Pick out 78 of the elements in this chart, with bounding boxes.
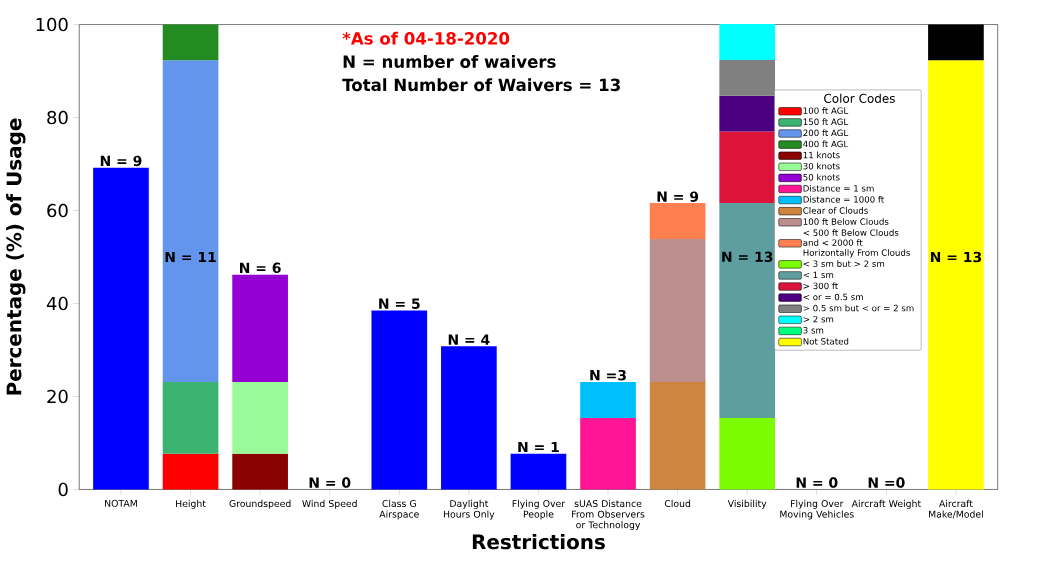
annotation: *As of 04-18-2020 (342, 31, 510, 45)
annotation: N = 4 (448, 334, 490, 345)
x-tick-label: NOTAM (105, 499, 137, 507)
x-tick-label: Aircraft Make/Model (929, 499, 983, 519)
bar (719, 131, 776, 204)
bar (580, 382, 636, 418)
legend-label: 150 ft AGL (803, 118, 849, 125)
x-axis-title: Restrictions (472, 533, 605, 550)
annotation: N = 13 (930, 251, 982, 263)
annotation: N = 1 (518, 441, 559, 453)
x-tick-label: Cloud (664, 499, 691, 507)
x-tick-label: sUAS Distance From Observers or Technology (572, 499, 645, 531)
bar (510, 453, 567, 490)
legend-label: < 500 ft Below Clouds and < 2000 ft Horizontally From Clouds (803, 229, 910, 258)
x-tick-label: Visibility (727, 499, 767, 509)
y-tick-label: 40 (46, 296, 68, 311)
y-tick-label: 100 (36, 17, 68, 32)
bar (580, 417, 636, 490)
legend-label: Not Stated (803, 337, 849, 345)
legend-label: 50 knots (803, 173, 840, 181)
bar (162, 382, 219, 454)
bar (719, 95, 776, 132)
x-tick-label: Aircraft Weight (851, 499, 921, 509)
annotation: N = number of waivers (343, 55, 556, 68)
legend-title: Color Codes (824, 93, 895, 103)
legend-label: > 300 ft (803, 282, 839, 290)
annotation: N = 5 (379, 298, 420, 309)
bar (162, 24, 219, 61)
legend-label: Clear of Clouds (803, 207, 868, 214)
x-tick-label: Daylight Hours Only (443, 499, 495, 520)
annotation: N = 0 (309, 477, 351, 488)
legend-label: < or = 0.5 sm (803, 293, 863, 301)
bar (93, 167, 149, 490)
legend-label: < 3 sm but > 2 sm (803, 260, 885, 267)
annotation: N = 13 (722, 251, 773, 263)
legend-label: 100 ft AGL (803, 107, 849, 114)
legend-label: 30 knots (803, 162, 840, 170)
legend-label: 3 sm (803, 326, 824, 334)
legend-label: > 2 sm (803, 315, 834, 323)
legend-label: > 0.5 sm but < or = 2 sm (803, 304, 914, 312)
y-tick-label: 80 (47, 110, 68, 125)
annotation: N = 6 (240, 262, 281, 274)
x-tick-label: Height (176, 499, 206, 509)
bar (649, 382, 706, 490)
y-tick-label: 60 (47, 203, 68, 218)
y-axis-title: Percentage (%) of Usage (6, 118, 26, 395)
x-tick-label: Wind Speed (302, 499, 357, 509)
x-tick-label: Groundspeed (229, 499, 291, 509)
bar (371, 310, 428, 490)
bar (232, 382, 288, 454)
bar (649, 238, 706, 383)
annotation: N = 11 (165, 251, 216, 263)
bar (162, 453, 219, 490)
bar (928, 60, 984, 490)
legend-label: 200 ft AGL (803, 129, 849, 137)
x-tick-label: Flying Over People (512, 499, 566, 520)
y-tick-label: 20 (47, 389, 68, 404)
legend-label: Distance = 1 sm (803, 184, 874, 192)
bar (232, 453, 288, 490)
bar (441, 346, 497, 490)
legend-label: 400 ft AGL (803, 140, 849, 148)
legend-label: < 1 sm (803, 271, 834, 279)
legend-label: Distance = 1000 ft (803, 195, 885, 203)
legend-label: 11 knots (803, 151, 840, 159)
annotation: N = 9 (657, 191, 699, 202)
annotation: N =0 (868, 477, 905, 488)
bar (162, 60, 219, 383)
bar (719, 24, 776, 60)
x-tick-label: Class G Airspace (379, 499, 419, 520)
annotation: N = 9 (100, 155, 142, 167)
annotation: N =3 (590, 369, 626, 381)
bar (719, 417, 776, 490)
bar (649, 203, 706, 239)
legend-label: 100 ft Below Clouds (803, 218, 889, 225)
y-tick-label: 0 (58, 482, 68, 497)
bar (232, 274, 288, 383)
annotation: N = 0 (796, 477, 838, 488)
annotation: Total Number of Waivers = 13 (342, 78, 620, 92)
